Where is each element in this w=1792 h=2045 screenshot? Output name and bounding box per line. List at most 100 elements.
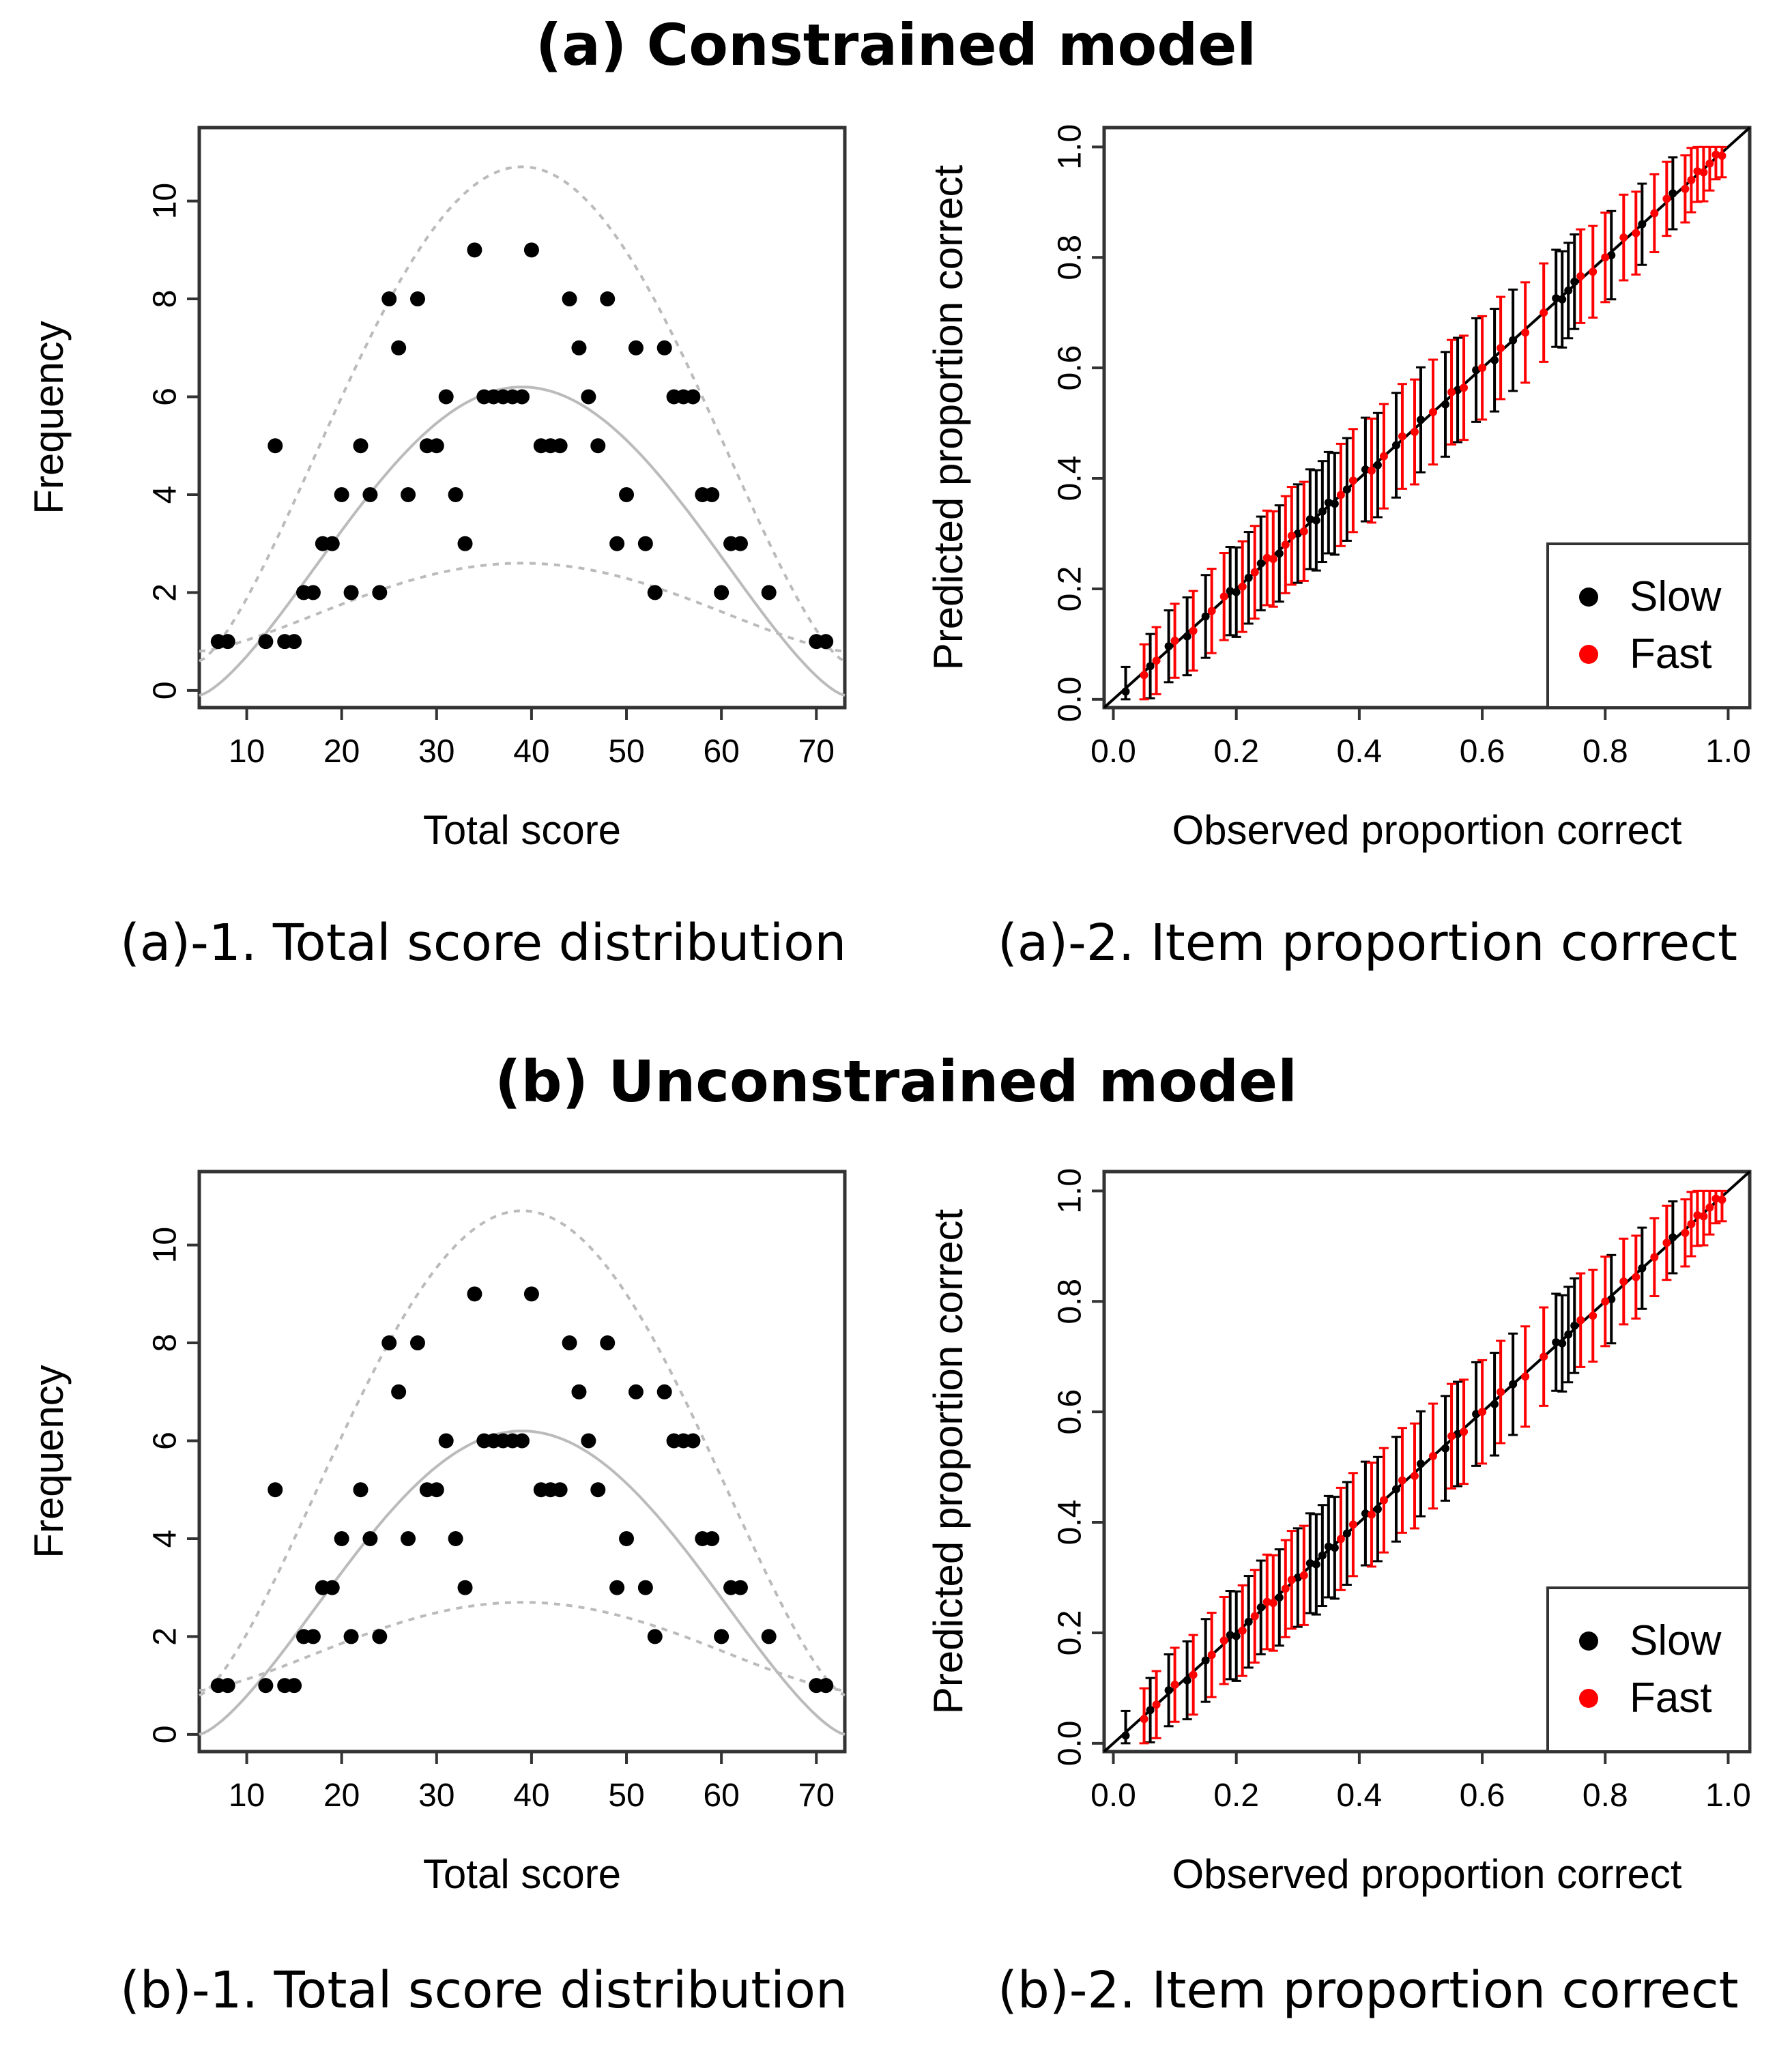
legend: Slow Fast xyxy=(1546,1586,1751,1753)
point-fast xyxy=(1601,1297,1610,1306)
point-slow xyxy=(1232,1631,1241,1640)
y-tick-label: 0.4 xyxy=(1052,456,1088,502)
data-point xyxy=(761,1629,777,1644)
point-slow xyxy=(1490,1399,1499,1408)
data-point xyxy=(334,487,349,502)
y-tick-label: 0.0 xyxy=(1052,676,1088,722)
legend-box xyxy=(1546,1586,1751,1753)
point-fast xyxy=(1699,1212,1708,1221)
point-slow xyxy=(1391,441,1400,450)
point-slow xyxy=(1146,662,1155,671)
point-slow xyxy=(1312,1560,1320,1569)
point-fast xyxy=(1299,527,1308,536)
point-fast xyxy=(1207,1651,1216,1659)
point-fast xyxy=(1460,1427,1469,1436)
data-point xyxy=(600,291,616,307)
x-axis-label: Total score xyxy=(423,807,621,853)
y-tick-label: 8 xyxy=(147,290,184,308)
y-tick-label: 6 xyxy=(147,1432,184,1450)
point-fast xyxy=(1650,209,1659,218)
x-tick-label: 40 xyxy=(513,1778,549,1814)
point-fast xyxy=(1238,582,1247,591)
data-point xyxy=(590,438,606,454)
data-point xyxy=(438,1433,454,1449)
point-slow xyxy=(1275,549,1284,558)
y-tick-label: 6 xyxy=(147,388,184,406)
x-tick-label: 1.0 xyxy=(1705,734,1751,770)
data-point xyxy=(381,1335,397,1351)
data-point xyxy=(562,1335,577,1351)
y-axis-label: Predicted proportion correct xyxy=(925,164,971,670)
y-tick-label: 0.2 xyxy=(1052,566,1088,612)
point-fast xyxy=(1262,553,1271,562)
point-slow xyxy=(1607,1295,1616,1303)
x-axis-label: Observed proportion correct xyxy=(1172,807,1681,853)
data-point xyxy=(515,1433,530,1449)
point-slow xyxy=(1293,530,1302,538)
data-point xyxy=(647,1629,663,1644)
caption-b2: (b)-2. Item proportion correct xyxy=(998,1961,1739,2020)
point-fast xyxy=(1447,1432,1456,1440)
point-slow xyxy=(1164,642,1173,651)
point-fast xyxy=(1348,476,1357,485)
point-fast xyxy=(1540,1352,1548,1361)
data-point xyxy=(609,536,625,551)
data-point xyxy=(401,1531,416,1546)
point-fast xyxy=(1711,150,1720,159)
point-slow xyxy=(1564,286,1573,295)
data-point xyxy=(571,340,587,356)
data-point xyxy=(685,1433,701,1449)
data-point xyxy=(590,1482,606,1498)
legend-label-slow: Slow xyxy=(1630,573,1722,620)
legend-box xyxy=(1546,542,1751,709)
y-tick-label: 8 xyxy=(147,1334,184,1352)
data-point xyxy=(409,1335,425,1351)
x-tick-label: 0.2 xyxy=(1213,734,1259,770)
point-slow xyxy=(1490,356,1499,364)
data-point xyxy=(647,585,663,600)
point-fast xyxy=(1429,1451,1438,1460)
x-tick-label: 20 xyxy=(323,734,360,770)
y-tick-label: 1.0 xyxy=(1052,1168,1088,1214)
point-fast xyxy=(1410,428,1419,437)
data-point xyxy=(761,585,777,600)
x-tick-label: 0.8 xyxy=(1583,734,1628,770)
point-slow xyxy=(1293,1573,1302,1582)
data-point xyxy=(409,291,425,307)
point-slow xyxy=(1638,1264,1647,1273)
y-tick-label: 0.6 xyxy=(1052,1389,1088,1435)
data-point xyxy=(220,1678,235,1694)
point-slow xyxy=(1275,1593,1284,1602)
point-fast xyxy=(1619,233,1628,242)
point-slow xyxy=(1454,1430,1462,1438)
x-tick-label: 70 xyxy=(798,734,835,770)
point-slow xyxy=(1318,507,1327,516)
section-a-title: (a) Constrained model xyxy=(535,12,1257,78)
point-fast xyxy=(1140,671,1148,680)
point-fast xyxy=(1687,175,1696,184)
y-tick-label: 10 xyxy=(147,1227,184,1263)
data-point xyxy=(429,438,444,454)
data-point xyxy=(714,585,729,600)
y-axis-label: Predicted proportion correct xyxy=(925,1208,971,1714)
y-tick-label: 10 xyxy=(147,183,184,219)
y-tick-label: 2 xyxy=(147,1627,184,1646)
data-point xyxy=(334,1531,349,1546)
point-fast xyxy=(1650,1253,1659,1262)
point-slow xyxy=(1509,1380,1518,1389)
y-axis-label: Frequency xyxy=(26,1365,72,1558)
data-point xyxy=(372,585,388,600)
legend-marker-slow xyxy=(1579,1631,1598,1651)
point-fast xyxy=(1219,1636,1228,1645)
point-slow xyxy=(1472,366,1481,375)
point-fast xyxy=(1681,184,1690,193)
data-point xyxy=(353,438,368,454)
point-slow xyxy=(1244,573,1253,582)
point-fast xyxy=(1281,540,1290,549)
data-point xyxy=(515,389,530,405)
data-point xyxy=(287,1678,302,1694)
upper-bound-curve xyxy=(199,165,846,663)
point-fast xyxy=(1379,452,1388,461)
point-fast xyxy=(1336,1535,1345,1543)
x-tick-label: 50 xyxy=(608,734,644,770)
